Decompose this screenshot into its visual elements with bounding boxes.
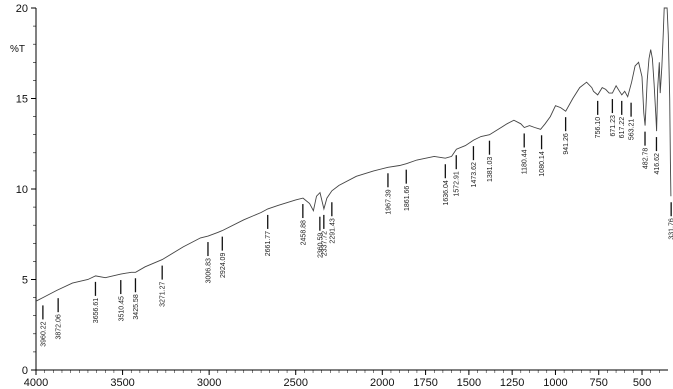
x-ticks: 4000 3500 3000 2500 2000 1750 1500 1250 1000 750 5… (24, 370, 660, 389)
peak-label: 3425.58 (133, 294, 140, 319)
y-tick-label: 15 (16, 94, 28, 106)
peak-label: 3271.27 (160, 281, 167, 306)
peak-label: 2458.88 (300, 220, 307, 245)
peak-label: 3006.83 (205, 258, 212, 283)
y-tick-label: 0 (22, 365, 28, 377)
peak-label: 941.26 (563, 133, 570, 155)
x-tick-label: 1000 (543, 377, 567, 389)
x-tick-label: 3500 (110, 377, 134, 389)
peak-label: 331.76 (669, 218, 673, 240)
peak-label: 416.62 (654, 153, 661, 175)
x-tick-label: 1500 (457, 377, 481, 389)
x-tick-label: 4000 (24, 377, 48, 389)
x-tick-label: 3000 (197, 377, 221, 389)
x-tick-label: 1750 (413, 377, 437, 389)
x-tick-label: 750 (590, 377, 608, 389)
x-tick-label: 1250 (500, 377, 524, 389)
peak-label: 3872.06 (56, 314, 63, 339)
peak-label: 1967.39 (385, 189, 392, 214)
y-tick-label: 20 (16, 3, 28, 15)
y-tick-label: 10 (16, 184, 28, 196)
x-tick-label: 2000 (370, 377, 394, 389)
spectrum-line (35, 7, 672, 302)
x-tick-label: 500 (633, 377, 651, 389)
peak-label: 482.78 (643, 148, 650, 170)
peak-label: 1473.62 (471, 162, 478, 187)
peak-label: 3656.61 (93, 298, 100, 323)
peak-label: 1636.04 (443, 180, 450, 205)
y-axis-label: %T (10, 44, 25, 55)
peak-label: 1381.03 (487, 157, 494, 182)
peak-label: 563.21 (629, 119, 636, 141)
plot-area: 4000 3500 3000 2500 2000 1750 1500 1250 1000 750 5… (10, 3, 673, 389)
peak-label: 1080.14 (539, 151, 546, 176)
peak-label: 1180.44 (522, 149, 529, 174)
peak-label: 1572.91 (454, 171, 461, 196)
peak-label: 2924.09 (220, 253, 227, 278)
y-ticks: 0 5 10 15 20 (16, 3, 36, 377)
x-tick-label: 2500 (283, 377, 307, 389)
peak-label: 617.22 (619, 117, 626, 139)
peak-label: 2360.59 (317, 233, 324, 258)
peak-annotations: 3960.22 3872.06 3656.61 3510.45 3425.58 3271.… (40, 99, 673, 347)
peak-label: 2337.72 (321, 231, 328, 256)
peak-label: 3510.45 (118, 296, 125, 321)
peak-label: 671.23 (610, 115, 617, 137)
peak-label: 756.10 (595, 117, 602, 139)
y-tick-label: 5 (22, 275, 28, 287)
peak-label: 3960.22 (40, 321, 47, 346)
peak-label: 1861.66 (404, 186, 411, 211)
peak-label: 2661.77 (265, 231, 272, 256)
peak-label: 2291.43 (329, 218, 336, 243)
